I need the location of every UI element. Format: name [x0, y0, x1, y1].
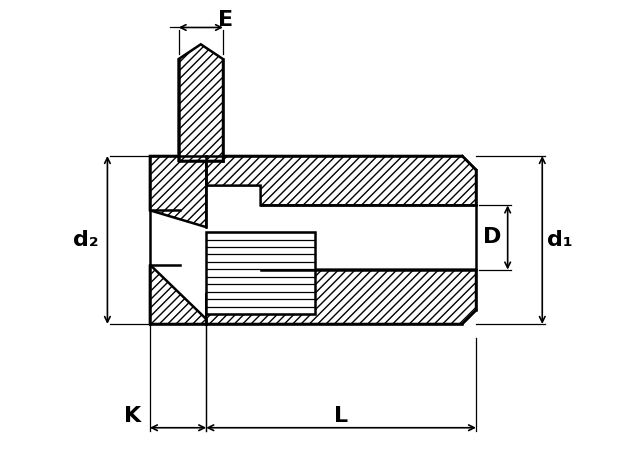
- Text: E: E: [218, 9, 233, 29]
- Polygon shape: [179, 44, 223, 161]
- Text: d₁: d₁: [547, 230, 573, 250]
- Text: L: L: [334, 406, 348, 426]
- Polygon shape: [150, 156, 207, 227]
- Text: d₂: d₂: [73, 230, 98, 250]
- Text: K: K: [124, 406, 141, 426]
- Polygon shape: [207, 156, 476, 205]
- Polygon shape: [150, 264, 207, 324]
- Polygon shape: [207, 270, 476, 324]
- Text: D: D: [483, 228, 501, 247]
- Bar: [207, 232, 315, 314]
